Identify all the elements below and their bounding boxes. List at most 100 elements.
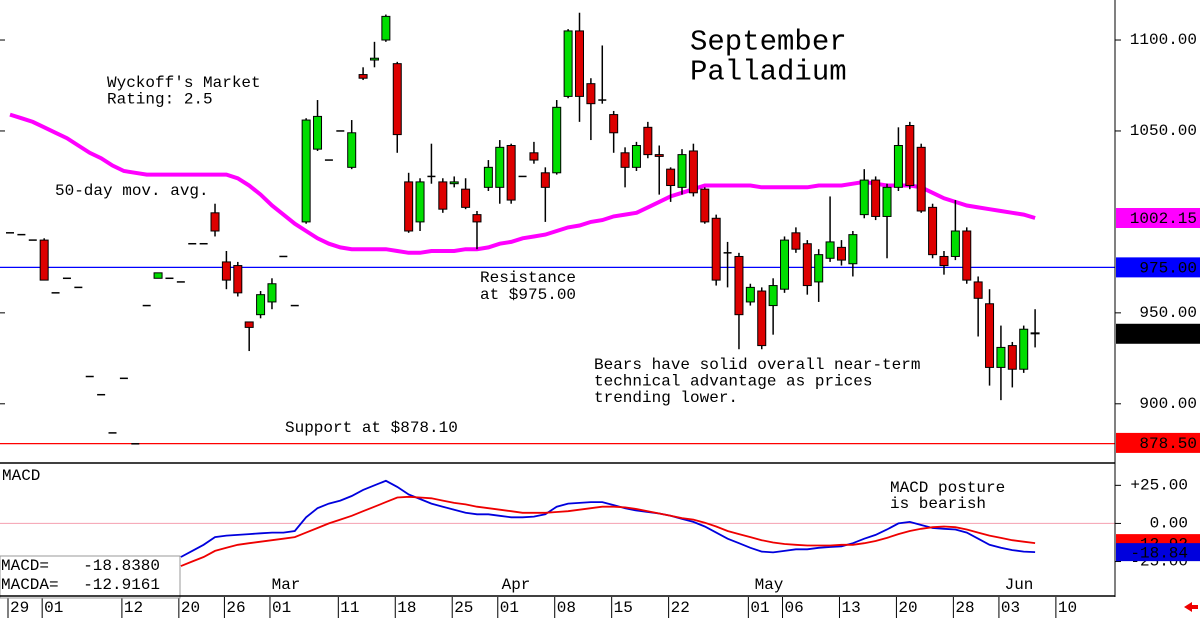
x-tick-label: 10 [1058,599,1077,617]
month-label: May [755,576,784,594]
candle-body [381,15,391,41]
price-label: 975.00 [1139,260,1197,278]
candle-body [301,119,311,223]
candle-body [916,146,926,212]
plot: 1100.001050.00950.00900.00+25.000.00-25.… [0,12,1200,618]
x-tick-label: 28 [955,599,974,617]
x-tick-label: 29 [10,599,29,617]
x-tick-label: 01 [500,599,519,617]
ma-label: 50-day mov. avg. [55,182,209,200]
candle-body [347,132,357,168]
candle-body [210,212,220,232]
x-tick-label: 01 [750,599,769,617]
candle-body [973,281,983,299]
annotation: technical advantage as prices [594,373,872,391]
candle-body [780,239,790,290]
candle-body [734,255,744,316]
chart-title: September [690,26,847,59]
candle-body [928,206,938,256]
candle-body [552,106,562,174]
annotation: Wyckoff's Market [107,74,261,92]
candle-body [392,63,402,136]
candle-body [256,294,266,316]
legend-name: MACDA= [1,576,59,594]
candle-body [666,168,676,187]
y-tick-label: +25.00 [1130,477,1188,495]
x-tick-label: 11 [340,599,359,617]
candle-body [836,246,846,261]
candle-body [905,125,915,187]
candle-body [643,126,653,156]
macd-label-box [1116,543,1200,562]
candle-body [472,214,482,223]
scroll-arrow[interactable] [1184,602,1198,612]
x-tick-label: 06 [785,599,804,617]
annotation: MACD posture [890,479,1005,497]
candle-body [1030,332,1040,335]
candle-body [495,146,505,188]
price-label-box [1116,323,1200,344]
legend-value: -12.9161 [83,576,160,594]
annotation: is bearish [890,495,986,513]
candle-body [791,232,801,250]
candle-body [369,57,379,61]
candle-body [1019,328,1029,370]
candle-body [745,286,755,303]
macd-label: -18.84 [1130,544,1188,562]
candle-body [985,303,995,368]
candle-body [221,261,231,281]
candle-body [404,181,414,232]
candle-body [688,150,698,194]
candle-body [962,230,972,281]
candle-body [893,145,903,188]
price-label-box [1116,432,1200,453]
month-label: Jun [1005,576,1034,594]
x-tick-label: 15 [614,599,633,617]
x-tick-label: 20 [898,599,917,617]
candle-body [415,181,425,223]
candle-body [540,172,550,188]
macd-line [180,495,1036,567]
y-tick-label: 1050.00 [1130,122,1197,140]
candle-body [768,285,778,307]
legend-box [0,555,181,599]
candle-body [882,186,892,217]
panel-title: MACD [2,467,40,485]
candle-body [586,83,596,105]
x-tick-label: 18 [397,599,416,617]
candle-body [814,254,824,283]
candle-body [563,30,573,97]
reference-label: Resistance [480,269,576,287]
month-label: Apr [502,576,531,594]
x-tick-label: 20 [181,599,200,617]
price-label-box [1116,207,1200,228]
month-label: Mar [272,576,301,594]
x-tick-label: 01 [44,599,63,617]
legend-name: MACD= [1,557,49,575]
price-label-box [1116,257,1200,278]
price-label: 938.50 [1139,326,1197,344]
annotation: Bears have solid overall near-term [594,356,920,374]
candle-body [620,152,630,168]
x-tick-label: 22 [671,599,690,617]
x-tick-label: 26 [226,599,245,617]
candle-body [677,154,687,188]
candle-body [461,188,471,208]
chart-title: Palladium [690,56,847,89]
candle-body [939,255,949,267]
candle-body [153,272,163,279]
candle-body [449,181,459,185]
candle-body [950,230,960,257]
x-tick-label: 13 [841,599,860,617]
candle-body [609,114,619,134]
candle-body [506,145,516,201]
candle-body [700,188,710,223]
candle-body [438,181,448,210]
x-tick-label: 01 [272,599,291,617]
candle-body [358,74,368,79]
candle-body [39,239,49,281]
legend-value: -18.8380 [83,557,160,575]
candle-body [313,115,323,150]
macd-line [180,479,1036,558]
